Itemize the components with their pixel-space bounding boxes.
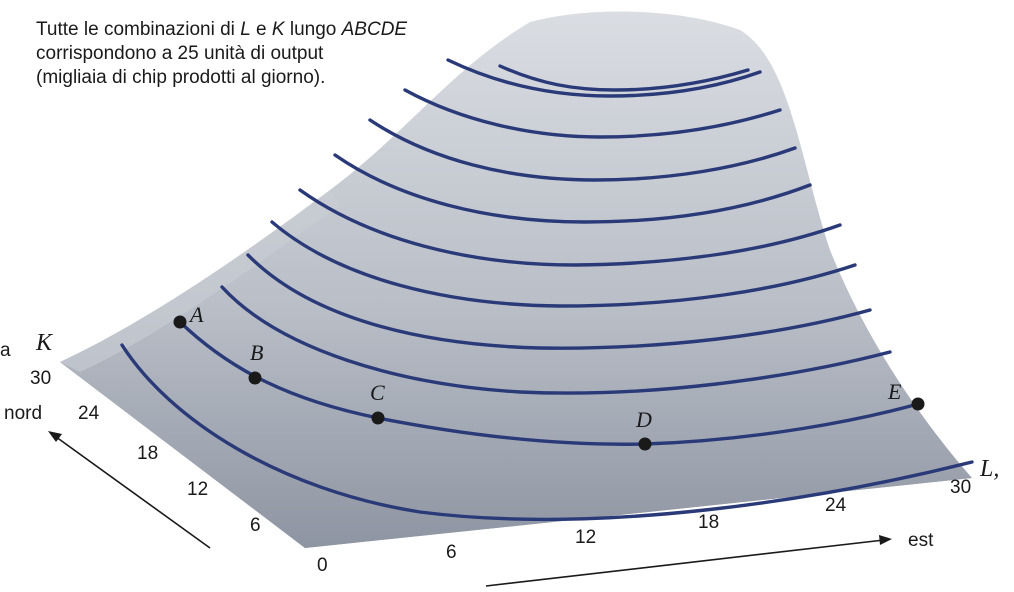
k-arrowhead (48, 431, 62, 442)
point-c-label: C (370, 380, 385, 405)
l-direction-arrow (485, 539, 885, 587)
point-d-label: D (635, 407, 652, 432)
k-tick-30: 30 (30, 368, 51, 389)
caption-line-1: Tutte le combinazioni di L e K lungo ABC… (36, 18, 407, 42)
caption-l-symbol: L (240, 19, 251, 40)
k-axis-fragment: a (0, 340, 11, 361)
k-tick-18: 18 (137, 443, 158, 464)
contour-line (368, 118, 797, 182)
point-b-marker (248, 371, 262, 385)
caption-line-1-mid2: lungo (284, 19, 342, 40)
l-tick-30: 30 (950, 477, 971, 498)
contour-line (403, 88, 782, 139)
point-a-label: A (188, 302, 204, 327)
caption-text: Tutte le combinazioni di L e K lungo ABC… (36, 18, 407, 90)
surface-left-edge (60, 190, 340, 372)
k-axis: a K 30 nord 24 18 12 6 (0, 330, 261, 549)
caption-line-1-start: Tutte le combinazioni di (36, 19, 241, 40)
l-tick-0: 0 (317, 555, 328, 576)
caption-k-symbol: K (271, 19, 285, 40)
l-axis: 0 6 12 18 24 30 L, est (317, 456, 999, 587)
caption-line-1-mid: e (250, 19, 272, 40)
contour-line (246, 253, 872, 350)
caption-path-abcde: ABCDE (341, 19, 408, 40)
k-axis-letter: K (35, 330, 54, 356)
contour-line (498, 64, 750, 92)
isoquant-contours (120, 58, 974, 522)
points-abcde: A B C D E (173, 302, 925, 451)
k-tick-24: 24 (78, 403, 100, 424)
k-axis-direction: nord (4, 403, 42, 424)
l-tick-6: 6 (446, 542, 457, 563)
contour-line-abcde (178, 320, 920, 446)
contour-line (333, 153, 812, 224)
point-c-marker (371, 411, 385, 425)
k-direction-arrow (51, 433, 211, 549)
k-tick-12: 12 (187, 479, 208, 500)
contour-line (446, 58, 762, 98)
contour-line (270, 220, 857, 308)
l-arrowhead (879, 535, 892, 545)
caption-line-2: corrispondono a 25 unità di output (36, 43, 324, 64)
l-tick-18: 18 (698, 512, 719, 533)
point-e-marker (911, 397, 925, 411)
contour-line (298, 188, 842, 267)
production-surface (60, 11, 972, 548)
point-e-label: E (887, 379, 902, 404)
l-tick-24: 24 (825, 495, 847, 516)
point-a-marker (173, 315, 187, 329)
contour-line (220, 285, 892, 395)
point-d-marker (638, 437, 652, 451)
caption-line-3: (migliaia di chip prodotti al giorno). (36, 67, 326, 88)
k-tick-6: 6 (250, 515, 261, 536)
point-b-label: B (250, 340, 263, 365)
contour-line (120, 343, 974, 522)
l-axis-letter: L, (979, 456, 999, 482)
l-axis-direction: est (908, 530, 934, 551)
l-tick-12: 12 (575, 527, 596, 548)
